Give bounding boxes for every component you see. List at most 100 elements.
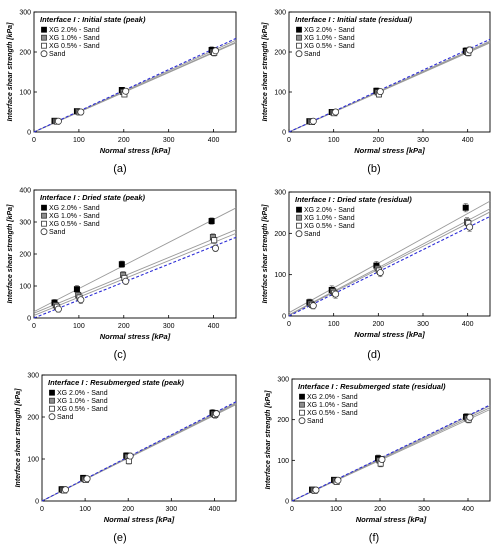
legend-marker: [296, 214, 302, 221]
x-tick-label: 400: [208, 137, 220, 144]
plot-frame: [33, 11, 237, 133]
y-axis-label: Interface shear strength [kPa]: [7, 204, 14, 303]
fit-line-4: [288, 38, 491, 133]
y-tick-label: 0: [282, 130, 286, 137]
data-point: [462, 204, 469, 211]
y-axis-label: Interface shear strength [kPa]: [262, 22, 269, 121]
data-point: [466, 46, 474, 54]
data-point: [73, 286, 80, 293]
y-tick-label: 300: [27, 373, 39, 380]
fit-line-4: [41, 401, 237, 502]
y-axis-label: Interface shear strength [kPa]: [7, 22, 14, 121]
legend-entry: XG 0.5% - Sand: [304, 43, 355, 50]
y-tick-label: 100: [19, 90, 31, 97]
fit-line-3: [33, 42, 237, 133]
y-tick-label: 300: [274, 190, 286, 197]
y-tick-label: 100: [277, 458, 289, 465]
legend-marker: [295, 50, 303, 58]
x-tick-label: 300: [417, 321, 429, 328]
legend-marker: [299, 393, 305, 400]
chart-title: Interface I : Dried state (peak): [40, 193, 146, 202]
legend-marker: [296, 222, 302, 229]
x-tick-label: 0: [40, 506, 44, 513]
data-point: [212, 410, 220, 418]
legend-marker: [49, 405, 55, 412]
x-tick-label: 200: [374, 506, 386, 513]
legend-entry: XG 1.0% - Sand: [307, 402, 358, 409]
x-tick-label: 100: [73, 137, 85, 144]
x-tick-label: 300: [165, 506, 177, 513]
data-point: [62, 486, 70, 494]
legend-marker: [41, 42, 47, 49]
data-point: [54, 117, 62, 125]
legend-entry: XG 0.5% - Sand: [304, 223, 355, 230]
y-tick-label: 100: [19, 284, 31, 291]
fit-line-2: [288, 208, 491, 316]
legend-entry: XG 1.0% - Sand: [49, 213, 100, 220]
legend-entry: XG 1.0% - Sand: [304, 35, 355, 42]
x-axis-label: Normal stress [kPa]: [100, 332, 171, 341]
data-point: [332, 290, 340, 298]
chart-panel-d: 0 100 200 300 400 0 100 200 300 Normal stress [kP…: [262, 190, 491, 361]
legend-marker: [298, 417, 306, 425]
y-tick-label: 0: [35, 499, 39, 506]
data-point: [212, 244, 220, 252]
y-tick-label: 100: [274, 272, 286, 279]
x-tick-label: 100: [330, 506, 342, 513]
chart-panel-f: 0 100 200 300 400 0 100 200 300 Normal stress [kP…: [265, 377, 491, 544]
chart-panel-c: 0 100 200 300 400 0 100 200 300 400 Normal stress …: [7, 188, 237, 361]
fit-line-4: [291, 404, 491, 502]
legend-entry: Sand: [57, 414, 73, 421]
data-point: [309, 302, 317, 310]
data-point: [332, 108, 340, 116]
x-tick-label: 400: [209, 506, 221, 513]
fit-line-4: [33, 37, 237, 133]
data-point: [334, 476, 342, 484]
y-axis-label: Interface shear strength [kPa]: [262, 204, 269, 303]
y-tick-label: 0: [27, 130, 31, 137]
x-tick-label: 400: [462, 137, 474, 144]
chart-panel-a: 0 100 200 300 400 0 100 200 300 Normal stress [kP…: [7, 10, 237, 175]
fit-line-4: [33, 236, 237, 319]
legend-entry: XG 2.0% - Sand: [49, 27, 100, 34]
data-point: [211, 237, 218, 244]
plot-frame: [288, 11, 491, 133]
legend-entry: Sand: [49, 229, 65, 236]
data-point: [77, 108, 85, 116]
panel-caption: (e): [113, 532, 126, 544]
y-tick-label: 100: [27, 457, 39, 464]
legend-marker: [40, 50, 48, 58]
data-point: [376, 269, 384, 277]
x-tick-label: 200: [118, 137, 130, 144]
chart-panel-e: 0 100 200 300 400 0 100 200 300 Normal stress [kP…: [15, 373, 237, 544]
legend-marker: [49, 397, 55, 404]
y-tick-label: 200: [277, 417, 289, 424]
y-tick-label: 0: [27, 316, 31, 323]
legend-marker: [41, 204, 47, 211]
y-tick-label: 300: [274, 10, 286, 17]
data-point: [312, 486, 320, 494]
x-axis-label: Normal stress [kPa]: [356, 515, 427, 524]
legend-entry: XG 0.5% - Sand: [49, 43, 100, 50]
legend-marker: [41, 34, 47, 41]
x-tick-label: 100: [73, 323, 85, 330]
legend-entry: XG 0.5% - Sand: [49, 221, 100, 228]
y-tick-label: 200: [274, 50, 286, 57]
legend-marker: [41, 212, 47, 219]
x-tick-label: 100: [79, 506, 91, 513]
legend-marker: [299, 409, 305, 416]
chart-title: Interface I : Initial state (peak): [40, 15, 146, 24]
x-tick-label: 0: [290, 506, 294, 513]
plot-frame: [41, 374, 237, 502]
legend-entry: XG 2.0% - Sand: [307, 394, 358, 401]
legend-entry: XG 1.0% - Sand: [49, 35, 100, 42]
data-point: [378, 456, 386, 464]
legend-marker: [49, 389, 55, 396]
x-tick-label: 400: [208, 323, 220, 330]
chart-title: Interface I : Resubmerged state (residua…: [298, 382, 446, 391]
data-point: [118, 261, 125, 268]
x-axis-label: Normal stress [kPa]: [354, 330, 425, 339]
panel-caption: (d): [367, 349, 380, 361]
y-tick-label: 300: [19, 220, 31, 227]
